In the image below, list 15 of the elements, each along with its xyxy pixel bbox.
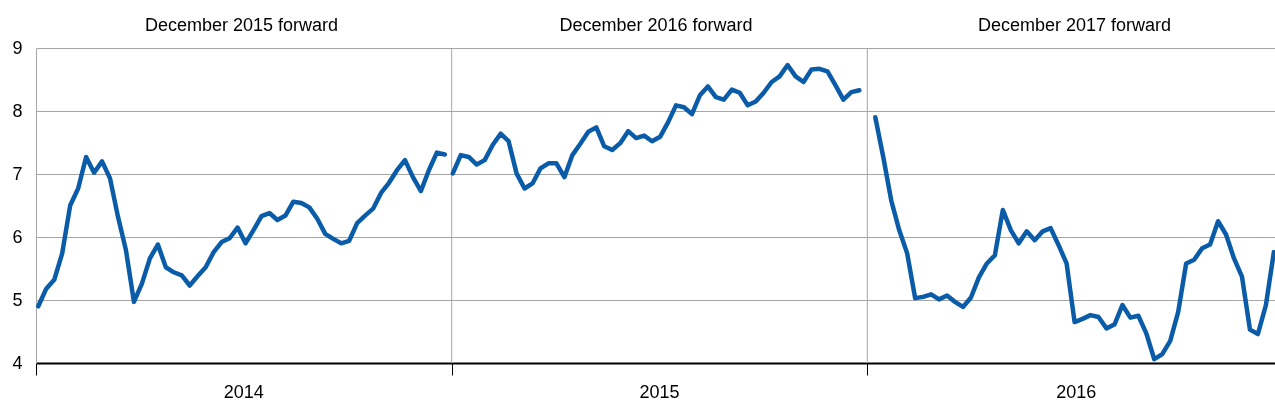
x-tick-label: 2016 — [1056, 381, 1097, 402]
y-tick-label: 7 — [12, 163, 23, 184]
y-tick-label: 4 — [12, 352, 23, 373]
y-tick-label: 8 — [12, 100, 23, 121]
line-series — [450, 62, 862, 191]
line-series — [873, 115, 1275, 362]
line-series — [36, 150, 448, 309]
text: December 2015 forward — [145, 15, 339, 35]
y-tick-label: 5 — [12, 289, 23, 310]
x-tick-label: 2014 — [223, 381, 264, 402]
y-tick-label: 9 — [12, 37, 23, 58]
y-tick-label: 6 — [12, 226, 23, 247]
text: December 2016 forward — [559, 15, 753, 35]
text: December 2017 forward — [978, 15, 1172, 35]
x-tick-label: 2015 — [639, 381, 680, 402]
